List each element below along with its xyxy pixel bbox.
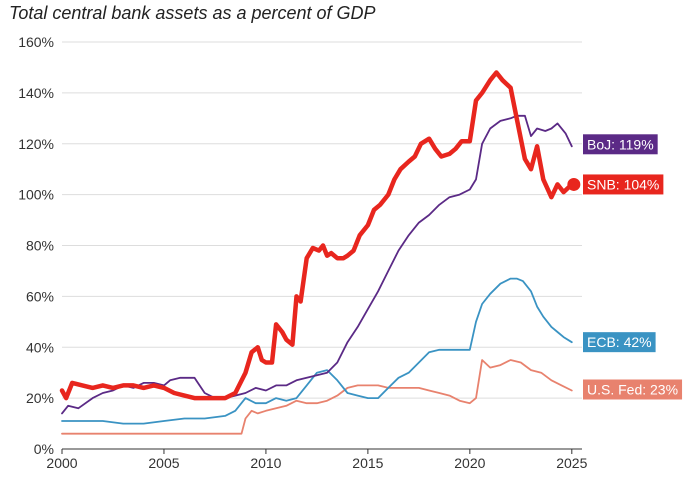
series-line-u-s-fed [61, 359, 573, 435]
end-label-box-boj [583, 134, 658, 155]
end-label-boj: BoJ: 119% [587, 136, 654, 152]
end-label-u-s-fed: U.S. Fed: 23% [587, 381, 678, 397]
y-tick-label: 60% [26, 288, 54, 304]
y-tick-label: 40% [26, 339, 54, 355]
end-label-group-snb: SNB: 104% [583, 174, 664, 195]
x-tick-label: 2005 [148, 455, 179, 471]
y-tick-label: 0% [34, 441, 54, 457]
end-label-ecb: ECB: 42% [587, 334, 652, 350]
end-label-snb: SNB: 104% [587, 176, 659, 192]
series-line-ecb [61, 277, 573, 425]
x-tick-label: 2000 [46, 455, 77, 471]
y-tick-label: 160% [18, 34, 54, 50]
x-tick-label: 2015 [352, 455, 383, 471]
x-tick-label: 2025 [556, 455, 587, 471]
x-tick-label: 2020 [454, 455, 485, 471]
end-label-box-ecb [583, 332, 656, 353]
end-marker-snb [567, 177, 581, 191]
y-tick-label: 100% [18, 187, 54, 203]
y-tick-label: 140% [18, 85, 54, 101]
end-label-group-boj: BoJ: 119% [583, 134, 658, 155]
end-label-box-u-s-fed [583, 379, 683, 400]
chart-title: Total central bank assets as a percent o… [9, 3, 376, 23]
y-tick-label: 120% [18, 136, 54, 152]
y-tick-label: 80% [26, 238, 54, 254]
end-label-group-u-s-fed: U.S. Fed: 23% [583, 379, 683, 400]
end-label-box-snb [583, 174, 664, 195]
series-line-snb [59, 70, 575, 401]
series-line-boj [61, 114, 573, 415]
x-tick-label: 2010 [250, 455, 281, 471]
end-label-group-ecb: ECB: 42% [583, 332, 656, 353]
y-tick-label: 20% [26, 390, 54, 406]
